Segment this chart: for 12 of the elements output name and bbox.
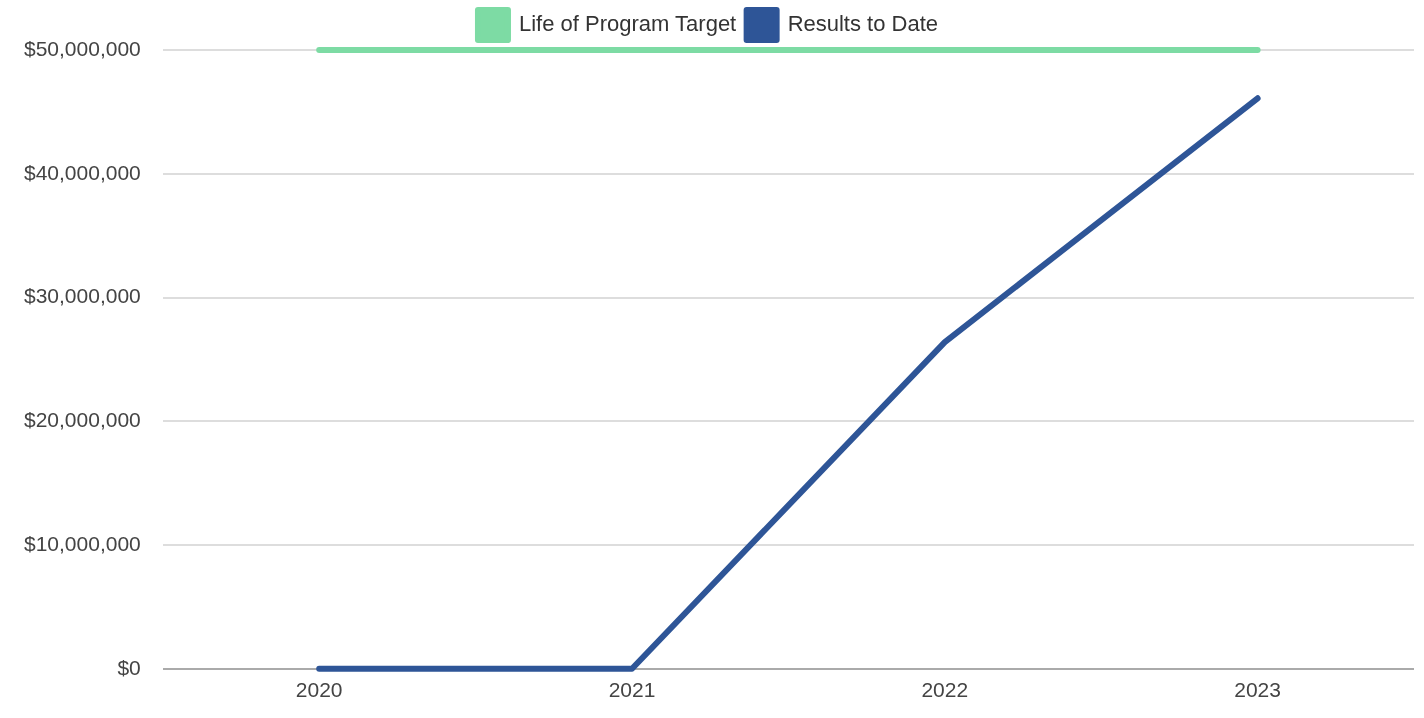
x-tick-label: 2023 — [1234, 678, 1281, 702]
y-tick-label: $40,000,000 — [23, 160, 141, 184]
legend-label: Results to Date — [787, 11, 939, 37]
x-tick-label: 2021 — [608, 678, 656, 702]
y-tick-label: $30,000,000 — [23, 284, 141, 308]
legend-label: Life of Program Target — [518, 11, 737, 37]
x-tick-label: 2022 — [921, 678, 969, 702]
x-tick-label: 2020 — [295, 678, 343, 702]
y-tick-label: $50,000,000 — [23, 36, 141, 60]
y-tick-label: $20,000,000 — [23, 408, 141, 432]
y-tick-label: $10,000,000 — [23, 531, 141, 555]
y-tick-label: $0 — [117, 655, 141, 679]
